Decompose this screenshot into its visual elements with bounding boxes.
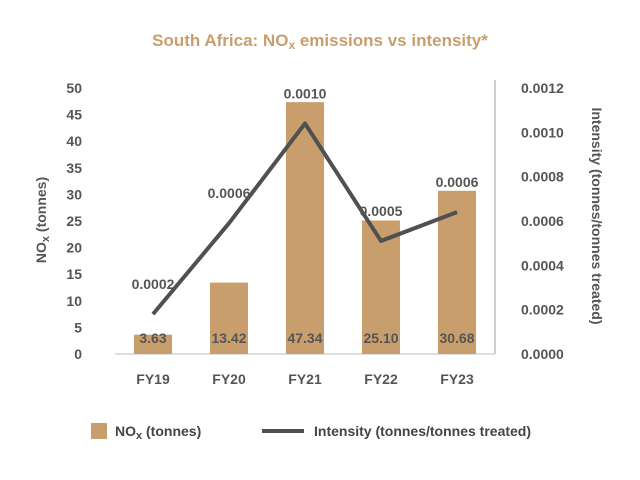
left-tick-label: 40: [66, 133, 82, 149]
left-tick-label: 50: [66, 80, 82, 96]
right-tick-label: 0.0006: [521, 213, 564, 229]
x-tick-label: FY20: [212, 371, 246, 387]
bar-value-label: 13.42: [211, 330, 246, 346]
legend: NOx (tonnes) Intensity (tonnes/tonnes tr…: [91, 423, 531, 442]
left-axis-ticks: 0 5 10 15 20 25 30 35 40 45 50: [66, 80, 82, 362]
line-value-label: 0.0006: [208, 185, 251, 201]
left-tick-label: 15: [66, 266, 82, 282]
x-tick-label: FY21: [288, 371, 322, 387]
x-tick-label: FY23: [440, 371, 474, 387]
right-tick-label: 0.0008: [521, 169, 564, 185]
left-axis-label: NOx (tonnes): [33, 177, 52, 263]
intensity-line: [151, 121, 458, 316]
x-tick-label: FY22: [364, 371, 398, 387]
bar-value-label: 3.63: [139, 330, 166, 346]
right-tick-label: 0.0004: [521, 257, 564, 273]
chart-title: South Africa: NOx emissions vs intensity…: [152, 31, 488, 52]
legend-bar-label: NOx (tonnes): [115, 423, 201, 442]
legend-line-label: Intensity (tonnes/tonnes treated): [314, 423, 531, 439]
right-axis-ticks: 0.0000 0.0002 0.0004 0.0006 0.0008 0.0010 0.00…: [521, 80, 564, 362]
left-tick-label: 45: [66, 107, 82, 123]
right-tick-label: 0.0010: [521, 124, 564, 140]
line-value-label: 0.0002: [132, 276, 175, 292]
left-tick-label: 5: [74, 319, 82, 335]
bar-series: [134, 102, 476, 354]
x-axis-ticks: FY19 FY20 FY21 FY22 FY23: [136, 371, 474, 387]
left-tick-label: 10: [66, 293, 82, 309]
bar-value-label: 47.34: [287, 330, 322, 346]
line-data-labels: 0.0002 0.0006 0.0010 0.0005 0.0006: [132, 85, 479, 292]
left-tick-label: 30: [66, 186, 82, 202]
left-tick-label: 20: [66, 240, 82, 256]
right-tick-label: 0.0002: [521, 302, 564, 318]
bar-value-label: 30.68: [439, 330, 474, 346]
left-tick-label: 35: [66, 160, 82, 176]
right-tick-label: 0.0012: [521, 80, 564, 96]
legend-bar-swatch: [91, 423, 107, 439]
line-value-label: 0.0006: [436, 174, 479, 190]
right-tick-label: 0.0000: [521, 346, 564, 362]
line-value-label: 0.0010: [284, 85, 327, 101]
x-tick-label: FY19: [136, 371, 170, 387]
left-tick-label: 25: [66, 213, 82, 229]
bar-value-label: 25.10: [363, 330, 398, 346]
line-value-label: 0.0005: [360, 203, 403, 219]
bar: [210, 282, 248, 354]
right-axis-label: Intensity (tonnes/tonnes treated): [589, 107, 605, 324]
bar: [134, 334, 172, 354]
bar-data-labels: 3.63 13.42 47.34 25.10 30.68: [139, 330, 474, 346]
left-tick-label: 0: [74, 346, 82, 362]
